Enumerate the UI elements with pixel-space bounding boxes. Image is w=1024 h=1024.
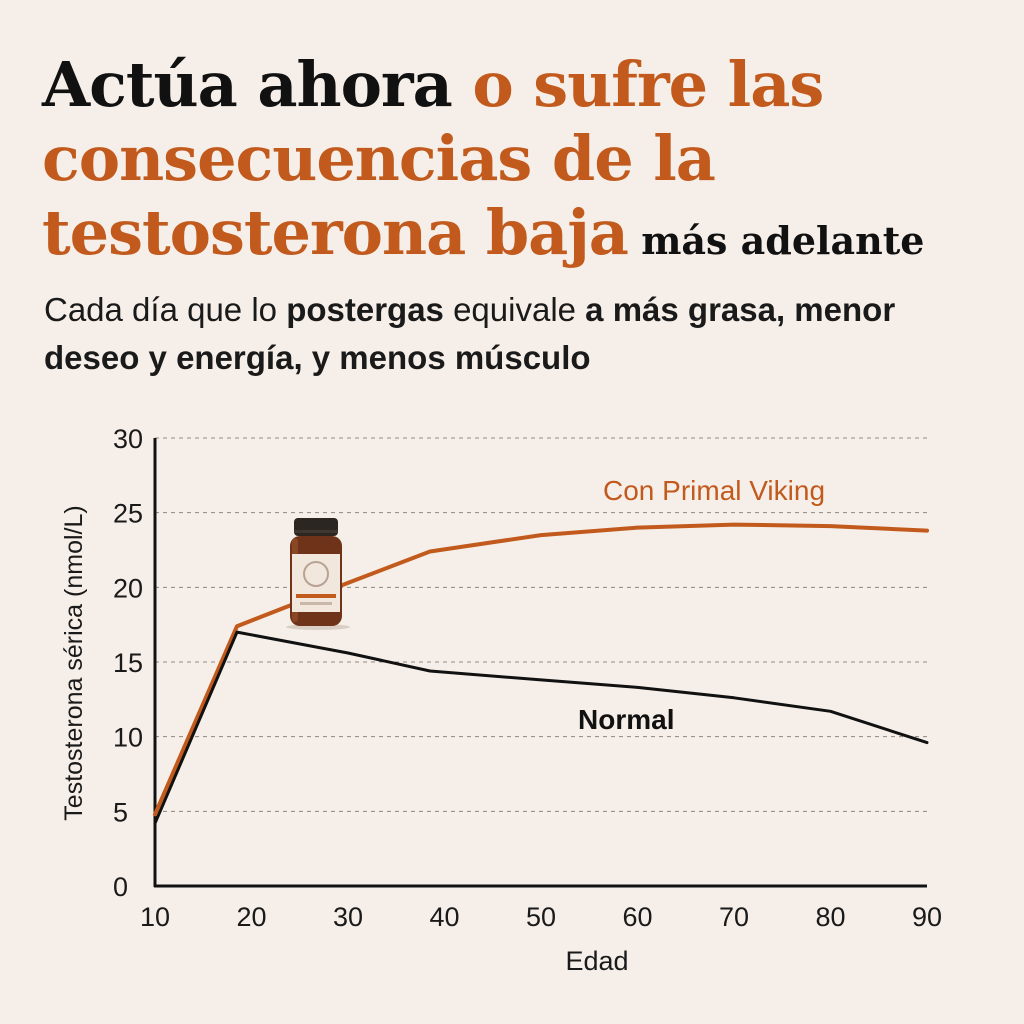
y-tick-label-0: 0	[113, 872, 128, 902]
headline: Actúa ahora o sufre las consecuencias de…	[42, 48, 1002, 278]
y-tick-label-5: 5	[113, 797, 128, 827]
headline-part-3: más adelante	[627, 218, 925, 263]
subtitle-text-2: equivale	[443, 291, 586, 328]
x-tick-label-90: 90	[912, 902, 942, 932]
series-line-1	[153, 630, 929, 825]
x-tick-label-10: 10	[140, 902, 170, 932]
subtitle: Cada día que lo postergas equivale a más…	[44, 286, 944, 382]
y-tick-label-30: 30	[113, 424, 143, 454]
x-tick-label-50: 50	[526, 902, 556, 932]
y-tick-label-10: 10	[113, 723, 143, 753]
x-tick-label-60: 60	[622, 902, 652, 932]
x-tick-label-20: 20	[236, 902, 266, 932]
subtitle-text-1: Cada día que lo	[44, 291, 287, 328]
headline-part-1: Actúa ahora	[42, 48, 473, 121]
y-tick-label-20: 20	[113, 573, 143, 603]
headline-part-2: o sufre las consecuencias de la testoste…	[42, 48, 824, 269]
y-axis-label: Testosterona sérica (nmol/L)	[60, 505, 88, 820]
series-line-0	[153, 522, 929, 817]
subtitle-bold-2: a más grasa, menor deseo y energía, y me…	[44, 291, 896, 376]
supplement-jar-icon	[286, 518, 350, 630]
series-label-0: Con Primal Viking	[603, 475, 825, 506]
y-tick-label-25: 25	[113, 499, 143, 529]
x-axis-label: Edad	[565, 946, 628, 976]
x-tick-label-80: 80	[815, 902, 845, 932]
subtitle-bold-1: postergas	[286, 291, 444, 328]
y-tick-label-15: 15	[113, 648, 143, 678]
x-tick-label-30: 30	[333, 902, 363, 932]
x-tick-label-40: 40	[429, 902, 459, 932]
series-label-1: Normal	[578, 704, 674, 735]
x-tick-label-70: 70	[719, 902, 749, 932]
